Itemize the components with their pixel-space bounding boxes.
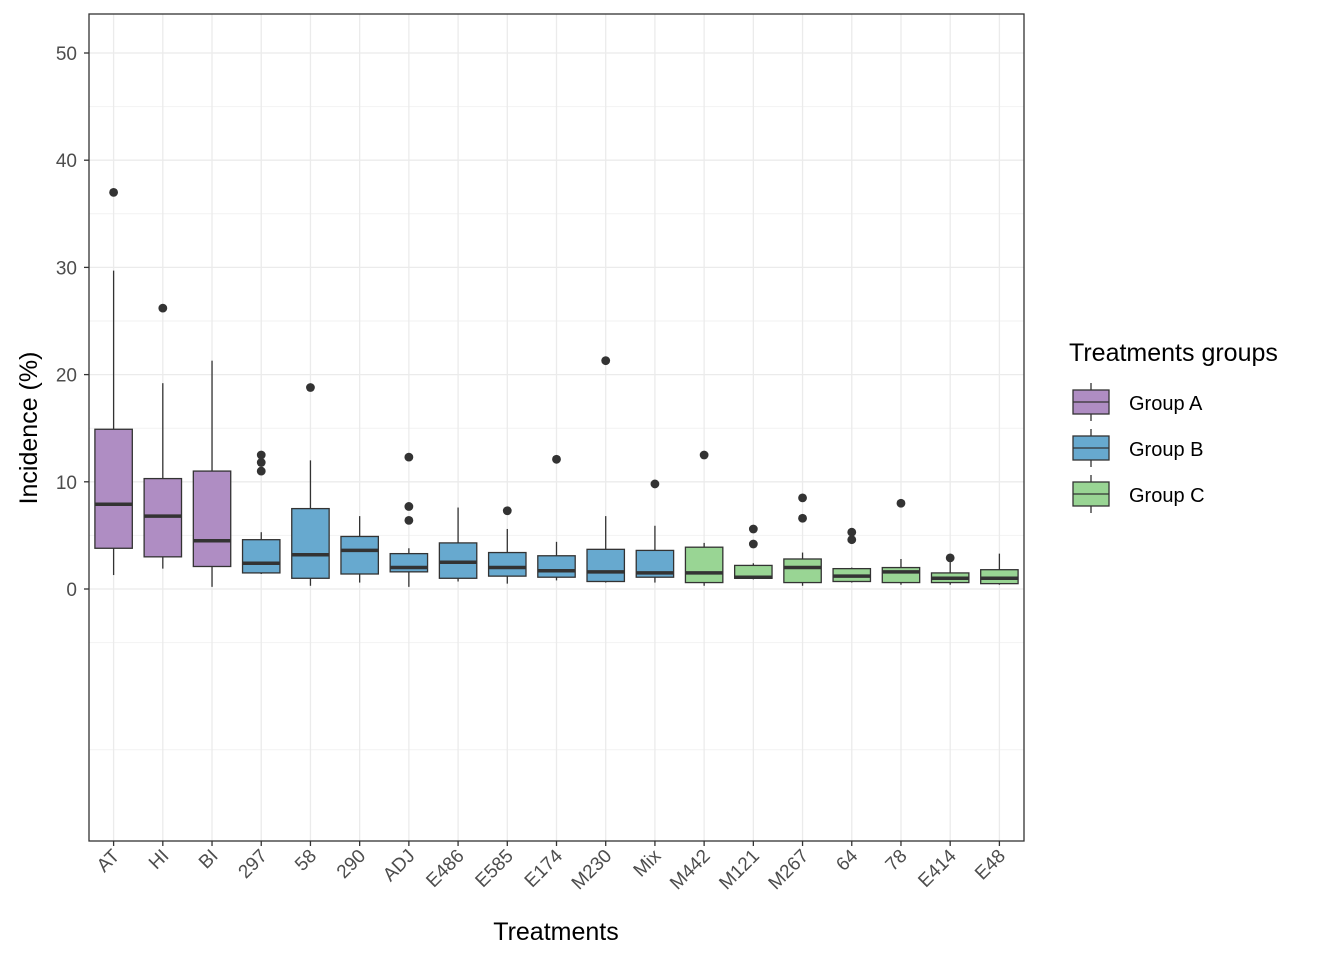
box-body (94, 428, 133, 549)
box-body (291, 507, 330, 579)
box-AT (94, 187, 133, 576)
legend-label: Group A (1129, 393, 1203, 415)
box-E48 (980, 553, 1019, 585)
box-body (783, 558, 822, 584)
x-tick-label: M230 (568, 846, 616, 894)
box-E486 (438, 507, 478, 582)
box-290 (340, 516, 380, 583)
legend-title: Treatments groups (1069, 339, 1278, 367)
y-tick-label: 50 (56, 44, 77, 65)
outlier-point (552, 454, 561, 464)
box-HI (143, 303, 183, 569)
x-tick-label: HI (145, 846, 173, 874)
outlier-point (256, 450, 266, 460)
box-58 (291, 383, 330, 586)
box-ADJ (389, 452, 429, 587)
boxplot-series (94, 187, 1019, 587)
box-E174 (537, 454, 576, 581)
box-M121 (733, 524, 773, 580)
x-tick-label: 58 (291, 846, 321, 876)
legend-item-group-a: Group A (1072, 383, 1203, 421)
x-tick-label: AT (93, 845, 124, 876)
box-297 (241, 450, 281, 574)
outlier-point (502, 506, 512, 516)
y-tick-label: 0 (66, 580, 77, 601)
outlier-point (158, 303, 168, 313)
x-axis: AT HI BI 297 58 290 ADJ E486 E585 E174 M230 Mix M442… (93, 841, 1010, 894)
box-M230 (586, 356, 626, 583)
box-78 (881, 498, 921, 585)
x-tick-label: E174 (521, 845, 568, 892)
box-body (340, 535, 380, 575)
box-E585 (487, 506, 527, 584)
box-M442 (684, 450, 724, 586)
outlier-point (748, 524, 758, 534)
box-M267 (783, 493, 822, 586)
box-body (537, 555, 576, 578)
box-body (586, 548, 626, 583)
outlier-point (699, 450, 709, 460)
outlier-point (601, 356, 611, 366)
outlier-point (256, 458, 266, 467)
y-tick-label: 40 (56, 151, 77, 172)
legend-item-group-c: Group C (1072, 475, 1205, 513)
x-tick-label: 64 (833, 845, 863, 875)
legend: Treatments groups Group A Group B Group C (1069, 339, 1278, 513)
box-Mix (635, 479, 675, 583)
x-tick-label: BI (195, 846, 223, 874)
box-body (881, 566, 921, 584)
y-axis: 0 10 20 30 40 50 (56, 44, 89, 601)
y-tick-label: 30 (56, 258, 77, 279)
y-tick-label: 20 (56, 366, 77, 387)
outlier-point (404, 515, 414, 525)
legend-label: Group C (1129, 485, 1205, 507)
x-tick-label: M121 (715, 846, 763, 894)
box-BI (192, 360, 232, 587)
outlier-point (798, 493, 807, 503)
y-tick-label: 10 (56, 473, 77, 494)
box-body (241, 539, 281, 574)
outlier-point (896, 498, 906, 508)
outlier-point (109, 187, 119, 197)
legend-label: Group B (1129, 439, 1203, 461)
x-tick-label: E486 (422, 846, 468, 892)
x-tick-label: ADJ (379, 846, 419, 886)
outlier-point (404, 452, 414, 462)
outlier-point (748, 539, 758, 549)
box-body (192, 470, 232, 568)
outlier-point (798, 513, 807, 523)
x-tick-label: E585 (472, 846, 518, 892)
x-tick-label: E414 (914, 845, 961, 892)
x-tick-label: 290 (333, 846, 370, 883)
box-body (487, 551, 527, 577)
box-E414 (930, 553, 970, 585)
outlier-point (306, 383, 315, 392)
x-tick-label: E48 (971, 846, 1010, 885)
x-tick-label: 297 (235, 846, 272, 883)
outlier-point (404, 502, 414, 511)
outlier-point (847, 527, 857, 537)
y-axis-title: Incidence (%) (15, 352, 43, 505)
legend-item-group-b: Group B (1072, 429, 1203, 467)
x-axis-title: Treatments (493, 918, 619, 946)
box-64 (832, 527, 872, 583)
box-body (684, 546, 724, 584)
x-tick-label: Mix (630, 845, 666, 881)
outlier-point (945, 553, 955, 563)
outlier-point (847, 535, 857, 545)
outlier-point (256, 466, 266, 476)
x-tick-label: 78 (882, 846, 912, 876)
x-tick-label: M442 (666, 846, 714, 894)
x-tick-label: M267 (765, 846, 813, 894)
outlier-point (650, 479, 660, 489)
